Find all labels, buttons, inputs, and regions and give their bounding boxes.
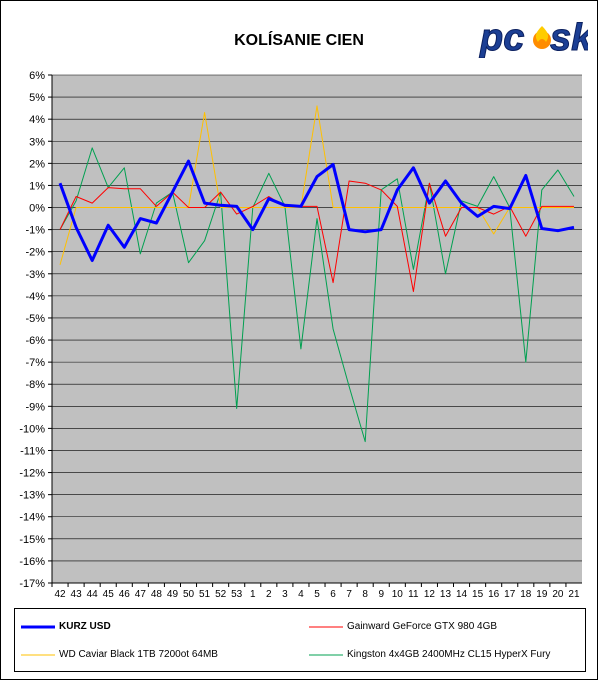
x-tick-label: 21 bbox=[568, 589, 580, 600]
y-tick-label: -10% bbox=[19, 423, 45, 435]
y-tick-label: -15% bbox=[19, 534, 45, 546]
y-tick-label: -1% bbox=[25, 225, 45, 237]
x-tick-label: 11 bbox=[408, 589, 419, 600]
series-line-2 bbox=[59, 105, 574, 266]
x-tick-label: 42 bbox=[54, 589, 66, 600]
y-tick-label: -9% bbox=[25, 401, 45, 413]
y-tick-label: -2% bbox=[25, 247, 45, 259]
legend-label: Gainward GeForce GTX 980 4GB bbox=[347, 621, 498, 632]
svg-text:pc: pc bbox=[479, 17, 524, 58]
x-tick-label: 49 bbox=[167, 589, 179, 600]
y-tick-label: -16% bbox=[19, 556, 45, 568]
y-tick-label: 6% bbox=[29, 70, 45, 82]
legend-label: KURZ USD bbox=[59, 621, 111, 632]
y-tick-label: 1% bbox=[29, 180, 45, 192]
x-tick-label: 7 bbox=[346, 589, 352, 600]
x-tick-label: 46 bbox=[119, 589, 131, 600]
y-tick-label: -6% bbox=[25, 335, 45, 347]
x-tick-label: 8 bbox=[362, 589, 368, 600]
y-tick-label: -5% bbox=[25, 313, 45, 325]
y-tick-label: -13% bbox=[19, 490, 45, 502]
y-tick-label: -14% bbox=[19, 512, 45, 524]
y-tick-label: 2% bbox=[29, 158, 45, 170]
x-tick-label: 20 bbox=[552, 589, 564, 600]
y-tick-label: 4% bbox=[29, 114, 45, 126]
series-line-0 bbox=[58, 159, 575, 262]
x-tick-label: 51 bbox=[199, 589, 211, 600]
x-tick-label: 18 bbox=[520, 589, 532, 600]
x-tick-label: 10 bbox=[392, 589, 404, 600]
x-tick-label: 2 bbox=[266, 589, 272, 600]
y-tick-label: 3% bbox=[29, 136, 45, 148]
series-line-1 bbox=[59, 180, 574, 292]
x-tick-label: 6 bbox=[330, 589, 336, 600]
series-line-3 bbox=[59, 147, 575, 443]
y-tick-label: 0% bbox=[29, 203, 45, 215]
legend-label: Kingston 4x4GB 2400MHz CL15 HyperX Fury bbox=[347, 649, 551, 660]
x-tick-label: 12 bbox=[424, 589, 436, 600]
x-tick-label: 45 bbox=[103, 589, 115, 600]
x-tick-label: 47 bbox=[135, 589, 147, 600]
x-tick-label: 13 bbox=[440, 589, 452, 600]
y-tick-label: -4% bbox=[25, 291, 45, 303]
y-axis-tick-labels: -17% -16% -15% -14% -13% -12% -11% -10% -9% -8% -7… bbox=[19, 70, 52, 590]
x-tick-label: 4 bbox=[298, 589, 304, 600]
legend-label: WD Caviar Black 1TB 7200ot 64MB bbox=[59, 649, 218, 660]
x-tick-label: 52 bbox=[215, 589, 227, 600]
x-tick-label: 48 bbox=[151, 589, 163, 600]
chart-legend: KURZ USD Gainward GeForce GTX 980 4GB WD… bbox=[14, 608, 586, 672]
y-tick-label: -12% bbox=[19, 468, 45, 480]
x-tick-label: 1 bbox=[250, 589, 256, 600]
plot-area bbox=[52, 75, 582, 583]
x-tick-label: 15 bbox=[472, 589, 484, 600]
y-tick-label: -8% bbox=[25, 379, 45, 391]
x-tick-label: 5 bbox=[314, 589, 320, 600]
svg-text:sk: sk bbox=[550, 17, 588, 58]
y-tick-label: -17% bbox=[19, 578, 45, 590]
pcsk-logo: pc sk bbox=[479, 17, 589, 59]
x-tick-label: 17 bbox=[504, 589, 516, 600]
x-axis-tick-labels: 42 43 44 45 46 47 48 49 50 51 52 53 1 2 3 4 5 6 7 8 9 10 11 12 1… bbox=[51, 583, 580, 600]
x-tick-label: 50 bbox=[183, 589, 195, 600]
x-tick-label: 44 bbox=[87, 589, 99, 600]
y-tick-label: -3% bbox=[25, 269, 45, 281]
x-tick-label: 9 bbox=[378, 589, 384, 600]
x-tick-label: 3 bbox=[282, 589, 288, 600]
x-tick-label: 43 bbox=[71, 589, 83, 600]
y-tick-label: -11% bbox=[20, 445, 45, 457]
y-tick-label: 5% bbox=[29, 92, 45, 104]
series-lines bbox=[58, 105, 575, 443]
x-tick-label: 14 bbox=[456, 589, 468, 600]
y-tick-label: -7% bbox=[25, 357, 45, 369]
x-tick-label: 16 bbox=[488, 589, 500, 600]
x-tick-label: 19 bbox=[536, 589, 548, 600]
chart-title: KOLÍSANIE CIEN bbox=[234, 32, 364, 49]
x-tick-label: 53 bbox=[231, 589, 243, 600]
